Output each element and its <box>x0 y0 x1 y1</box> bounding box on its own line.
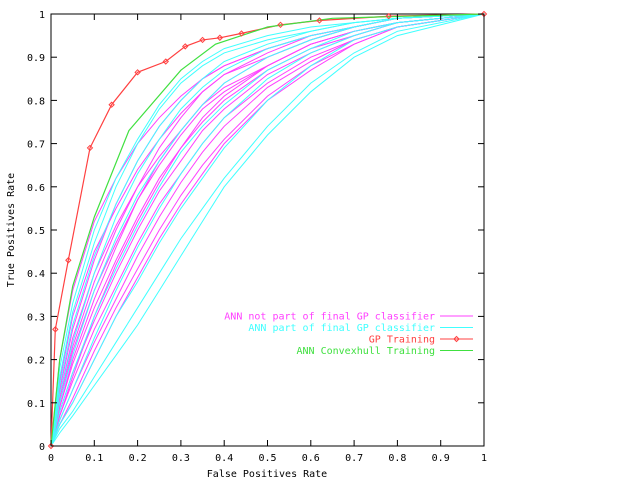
x-tick-label: 0.2 <box>129 453 147 464</box>
x-tick-label: 0.8 <box>388 453 406 464</box>
y-tick-label: 0 <box>39 442 45 453</box>
ann-part-of-final-gp-classifier-line <box>50 13 485 447</box>
ann-part-of-final-gp-classifier-line <box>50 13 485 447</box>
y-tick-label: 0.3 <box>27 312 45 323</box>
gp-training-point <box>86 144 94 152</box>
x-tick-label: 0.4 <box>215 453 233 464</box>
ann-not-part-of-final-gp-classifier-line <box>50 13 485 447</box>
ann-convexhull-training-line <box>50 13 485 447</box>
x-tick-label: 0 <box>48 453 54 464</box>
ticks-layer: 0 0.1 0.2 0.3 0.4 0.5 0.6 0.7 0.8 0.9 1 0 0.1 0.2 0.3 0… <box>27 10 487 464</box>
gp-training-point <box>238 30 245 37</box>
legend-label-gp-training: GP Training <box>369 335 435 346</box>
ann-not-part-of-final-gp-classifier-line <box>50 13 485 447</box>
y-axis-label: True Positives Rate <box>6 173 17 287</box>
gp-training-point <box>385 12 392 20</box>
x-tick-label: 0.9 <box>432 453 450 464</box>
ann-part-of-final-gp-classifier-line <box>50 13 485 447</box>
legend-label-ann-not-part-of-final-gp-classifier: ANN not part of final GP classifier <box>224 312 435 323</box>
gp-training-point <box>277 21 284 29</box>
gp-training-point <box>216 34 224 41</box>
gp-training-point <box>182 43 189 50</box>
y-tick-label: 1 <box>39 10 45 21</box>
ann-not-part-of-final-gp-classifier-line <box>50 13 485 447</box>
gp-training-point <box>47 442 55 450</box>
y-tick-label: 0.9 <box>27 53 45 64</box>
x-tick-label: 0.1 <box>85 453 103 464</box>
y-tick-label: 0.7 <box>27 140 45 151</box>
x-tick-label: 0.3 <box>172 453 190 464</box>
ann-part-of-final-gp-classifier-line <box>50 13 485 447</box>
legend-label-ann-convexhull-training: ANN Convexhull Training <box>297 346 435 357</box>
x-tick-label: 0.6 <box>302 453 320 464</box>
x-tick-label: 0.7 <box>345 453 363 464</box>
y-tick-label: 0.1 <box>27 399 45 410</box>
y-tick-label: 0.8 <box>27 96 45 107</box>
ann-part-of-final-gp-classifier-line <box>50 13 485 447</box>
y-tick-label: 0.5 <box>27 226 45 237</box>
legend-label-ann-part-of-final-gp-classifier: ANN part of final GP classifier <box>248 323 435 334</box>
ann-part-of-final-gp-classifier-line <box>50 13 485 447</box>
gp-training-point <box>65 257 72 264</box>
gp-training-point <box>134 69 141 76</box>
ann-part-of-final-gp-classifier-line <box>50 13 485 447</box>
legend-marker-gp-training <box>453 335 460 343</box>
ann-part-of-final-gp-classifier-line <box>50 13 485 447</box>
markers-layer <box>47 10 488 450</box>
y-tick-label: 0.2 <box>27 356 45 367</box>
gp-training-point <box>162 58 169 65</box>
gp-training-point <box>108 101 115 108</box>
y-tick-label: 0.6 <box>27 183 45 194</box>
y-tick-label: 0.4 <box>27 269 45 280</box>
gp-training-point <box>316 17 323 24</box>
x-tick-label: 1 <box>481 453 487 464</box>
curves-layer <box>50 13 485 447</box>
gp-training-point <box>52 326 59 333</box>
x-tick-label: 0.5 <box>258 453 276 464</box>
gp-training-point <box>199 36 206 44</box>
ann-part-of-final-gp-classifier-line <box>50 13 485 447</box>
x-axis-label: False Positives Rate <box>207 469 327 480</box>
